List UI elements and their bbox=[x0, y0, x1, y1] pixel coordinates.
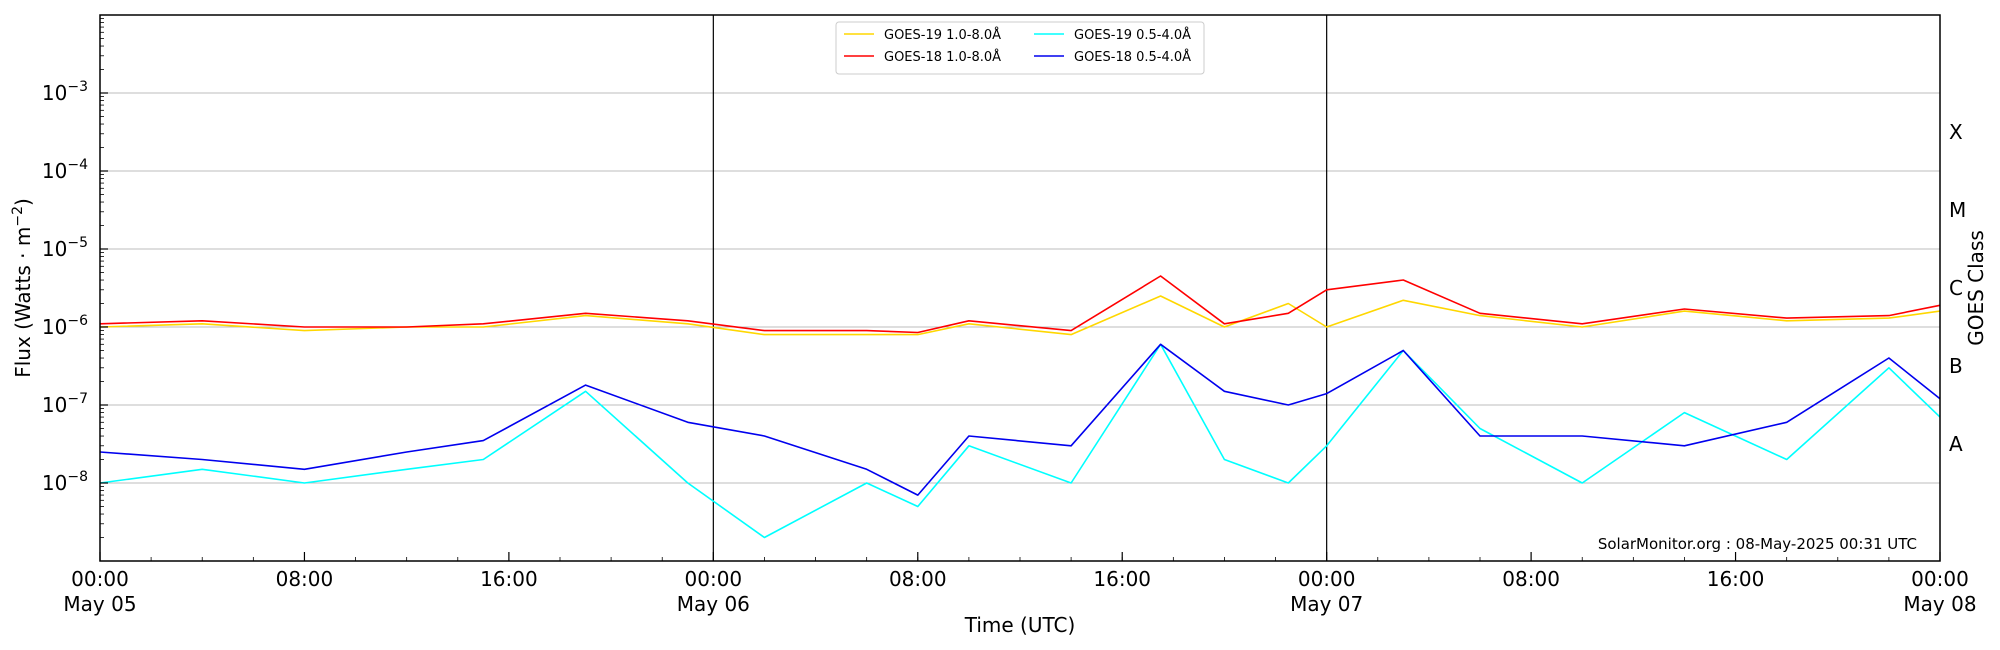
y-tick-label: 10−3 bbox=[42, 79, 88, 105]
x-tick-date-label: May 08 bbox=[1903, 592, 1976, 616]
goes-class-label: M bbox=[1949, 198, 1966, 222]
goes-class-label: A bbox=[1949, 432, 1963, 456]
y-tick-label-base: 10 bbox=[42, 81, 67, 105]
x-axis-label: Time (UTC) bbox=[964, 613, 1076, 637]
legend-label: GOES-18 1.0-8.0Å bbox=[884, 49, 1001, 65]
y-axis-label: Flux (Watts · m−2) bbox=[10, 198, 35, 378]
y-axis-label-main: Flux (Watts · m bbox=[11, 227, 35, 378]
y-tick-label-exponent: −6 bbox=[67, 313, 88, 329]
x-tick-time-label: 00:00 bbox=[1911, 567, 1969, 591]
y-tick-label: 10−6 bbox=[42, 313, 88, 339]
y-tick-label-exponent: −7 bbox=[67, 391, 88, 407]
secondary-y-axis-label: GOES Class bbox=[1964, 230, 1988, 346]
y-tick-label: 10−4 bbox=[42, 157, 88, 183]
x-tick-time-label: 16:00 bbox=[480, 567, 538, 591]
y-tick-label: 10−7 bbox=[42, 391, 88, 417]
series-lines bbox=[99, 275, 1941, 539]
y-tick-label-exponent: −8 bbox=[67, 469, 88, 485]
x-tick-time-label: 00:00 bbox=[1298, 567, 1356, 591]
legend-label: GOES-19 1.0-8.0Å bbox=[884, 27, 1001, 43]
day-boundary-lines bbox=[712, 15, 1328, 561]
y-tick-label-base: 10 bbox=[42, 393, 67, 417]
y-axis-label-unit-exponent: −2 bbox=[10, 206, 26, 227]
legend-label: GOES-18 0.5-4.0Å bbox=[1074, 49, 1191, 65]
y-axis-ticks: 10−810−710−610−510−410−3 bbox=[42, 18, 108, 538]
x-tick-time-label: 08:00 bbox=[276, 567, 334, 591]
goes-class-label: B bbox=[1949, 354, 1963, 378]
legend-label: GOES-19 0.5-4.0Å bbox=[1074, 27, 1191, 43]
y-tick-label-exponent: −3 bbox=[67, 79, 88, 95]
x-tick-time-label: 16:00 bbox=[1707, 567, 1765, 591]
series-line bbox=[99, 295, 1941, 336]
series-line bbox=[99, 343, 1941, 539]
y-tick-label-base: 10 bbox=[42, 159, 67, 183]
x-tick-date-label: May 05 bbox=[63, 592, 136, 616]
y-axis-label-close: ) bbox=[11, 198, 35, 206]
y-tick-label-base: 10 bbox=[42, 471, 67, 495]
y-tick-label: 10−8 bbox=[42, 469, 88, 495]
series-line bbox=[99, 275, 1941, 334]
goes-class-label: X bbox=[1949, 120, 1963, 144]
x-tick-time-label: 00:00 bbox=[71, 567, 129, 591]
series-line bbox=[99, 343, 1941, 496]
legend-box bbox=[835, 21, 1205, 75]
goes-class-label: C bbox=[1949, 276, 1963, 300]
x-tick-time-label: 16:00 bbox=[1093, 567, 1151, 591]
legend: GOES-19 1.0-8.0Å GOES-18 1.0-8.0Å GOES-19 … bbox=[835, 21, 1205, 75]
y-tick-label-exponent: −5 bbox=[67, 235, 88, 251]
y-tick-label: 10−5 bbox=[42, 235, 88, 261]
x-tick-time-label: 00:00 bbox=[685, 567, 743, 591]
y-tick-label-base: 10 bbox=[42, 315, 67, 339]
footer-credit: SolarMonitor.org : 08-May-2025 00:31 UTC bbox=[1598, 535, 1917, 553]
x-tick-time-label: 08:00 bbox=[1502, 567, 1560, 591]
x-tick-time-label: 08:00 bbox=[889, 567, 947, 591]
y-tick-label-base: 10 bbox=[42, 237, 67, 261]
goes-class-labels: A B C M X bbox=[1949, 120, 1966, 456]
y-tick-label-exponent: −4 bbox=[67, 157, 88, 173]
x-tick-date-label: May 06 bbox=[677, 592, 750, 616]
x-tick-date-label: May 07 bbox=[1290, 592, 1363, 616]
